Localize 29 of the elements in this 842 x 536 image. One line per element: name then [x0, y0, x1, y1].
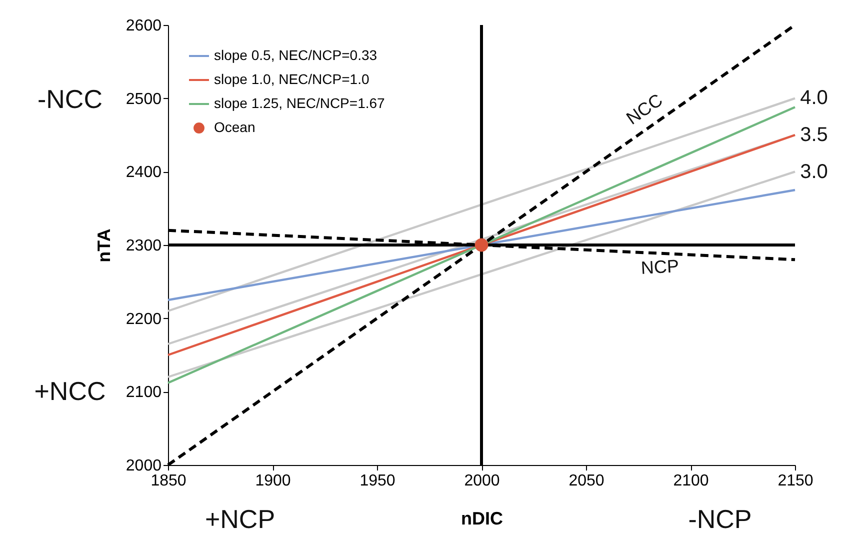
- text: -NCP: [688, 504, 752, 534]
- y-tick-label: 2500: [126, 90, 162, 108]
- y-axis-title: nTA: [94, 228, 114, 262]
- legend-label: slope 1.25, NEC/NCP=1.67: [214, 95, 386, 111]
- x-tick-label: 2150: [778, 472, 814, 490]
- text: +NCP: [204, 504, 276, 534]
- y-tick-label: 2600: [126, 18, 162, 34]
- text: +NCC: [34, 376, 106, 406]
- y-tick-label: 2100: [126, 384, 162, 402]
- y-tick-label: 2400: [126, 164, 162, 182]
- x-tick-label: 1900: [255, 472, 291, 490]
- annotation: NCC: [622, 90, 666, 129]
- text: 4.0: [800, 87, 828, 109]
- x-axis-title: nDIC: [461, 508, 503, 528]
- x-tick-label: 2000: [464, 472, 500, 490]
- x-tick-label: 2050: [568, 472, 604, 490]
- text: -NCC: [38, 84, 102, 114]
- y-tick-label: 2200: [126, 310, 162, 328]
- legend-label: Ocean: [214, 119, 256, 135]
- text: 3.0: [800, 161, 828, 183]
- x-tick-label: 2100: [673, 472, 709, 490]
- x-tick-label: 1850: [150, 472, 186, 490]
- text: 3.5: [800, 124, 828, 146]
- legend-label: slope 0.5, NEC/NCP=0.33: [214, 47, 378, 63]
- x-tick-label: 1950: [360, 472, 396, 490]
- annotation: NCP: [640, 256, 680, 278]
- y-tick-label: 2300: [126, 238, 162, 254]
- legend-label: slope 1.0, NEC/NCP=1.0: [214, 71, 370, 87]
- y-tick-label: 2000: [126, 458, 162, 474]
